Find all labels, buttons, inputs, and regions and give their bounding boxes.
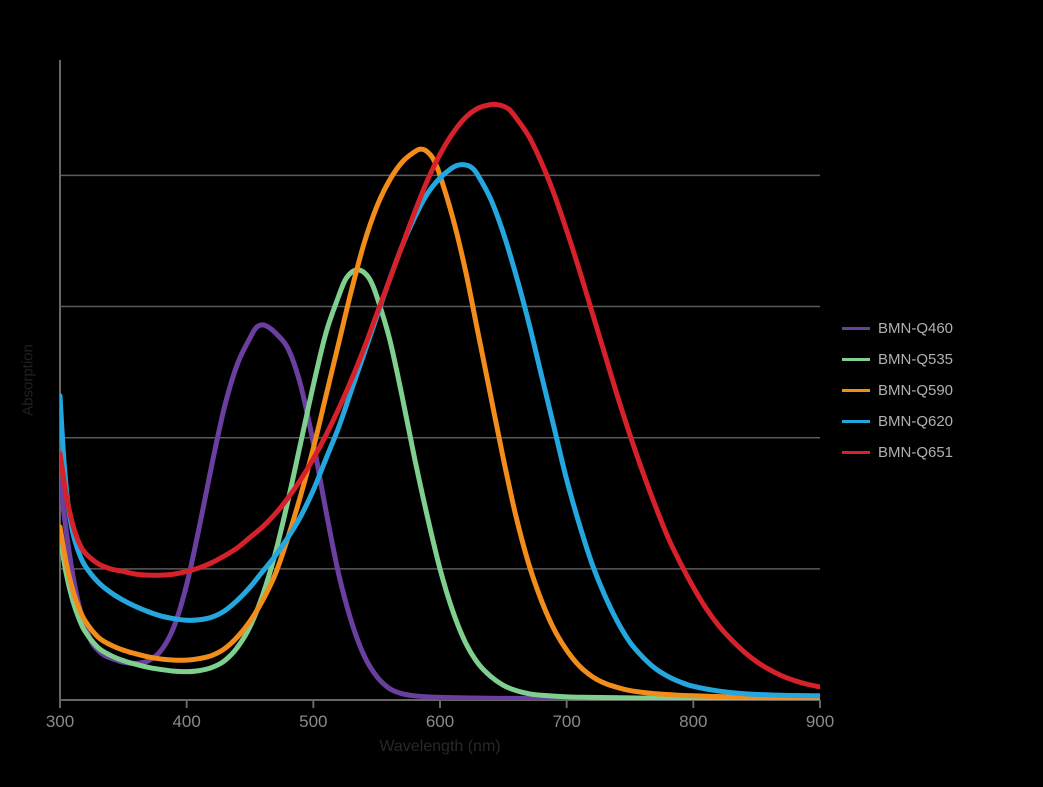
y-axis-title: Absorption	[20, 344, 37, 416]
x-tick-label: 900	[806, 712, 834, 732]
x-axis-title: Wavelength (nm)	[379, 738, 500, 756]
series-BMN-Q535	[60, 270, 820, 699]
x-tick-label: 700	[552, 712, 580, 732]
chart-container: BMN-Q460 BMN-Q535 BMN-Q590 BMN-Q620 BMN-Q651…	[0, 0, 1043, 787]
legend: BMN-Q460 BMN-Q535 BMN-Q590 BMN-Q620 BMN-Q651	[842, 320, 953, 475]
series-BMN-Q590	[60, 149, 820, 697]
legend-label: BMN-Q651	[878, 444, 953, 461]
legend-label: BMN-Q590	[878, 382, 953, 399]
x-tick-label: 800	[679, 712, 707, 732]
legend-label: BMN-Q535	[878, 351, 953, 368]
legend-item: BMN-Q620	[842, 413, 953, 430]
legend-swatch	[842, 451, 870, 454]
legend-item: BMN-Q651	[842, 444, 953, 461]
series-BMN-Q651	[60, 104, 820, 687]
legend-item: BMN-Q460	[842, 320, 953, 337]
legend-item: BMN-Q535	[842, 351, 953, 368]
series-BMN-Q460	[60, 325, 820, 699]
legend-label: BMN-Q620	[878, 413, 953, 430]
x-tick-label: 500	[299, 712, 327, 732]
series-group	[60, 104, 820, 699]
legend-swatch	[842, 327, 870, 330]
x-tick-label: 300	[46, 712, 74, 732]
legend-swatch	[842, 420, 870, 423]
x-tick-label: 600	[426, 712, 454, 732]
legend-swatch	[842, 358, 870, 361]
x-tick-label: 400	[172, 712, 200, 732]
legend-label: BMN-Q460	[878, 320, 953, 337]
legend-item: BMN-Q590	[842, 382, 953, 399]
series-BMN-Q620	[60, 165, 820, 696]
legend-swatch	[842, 389, 870, 392]
